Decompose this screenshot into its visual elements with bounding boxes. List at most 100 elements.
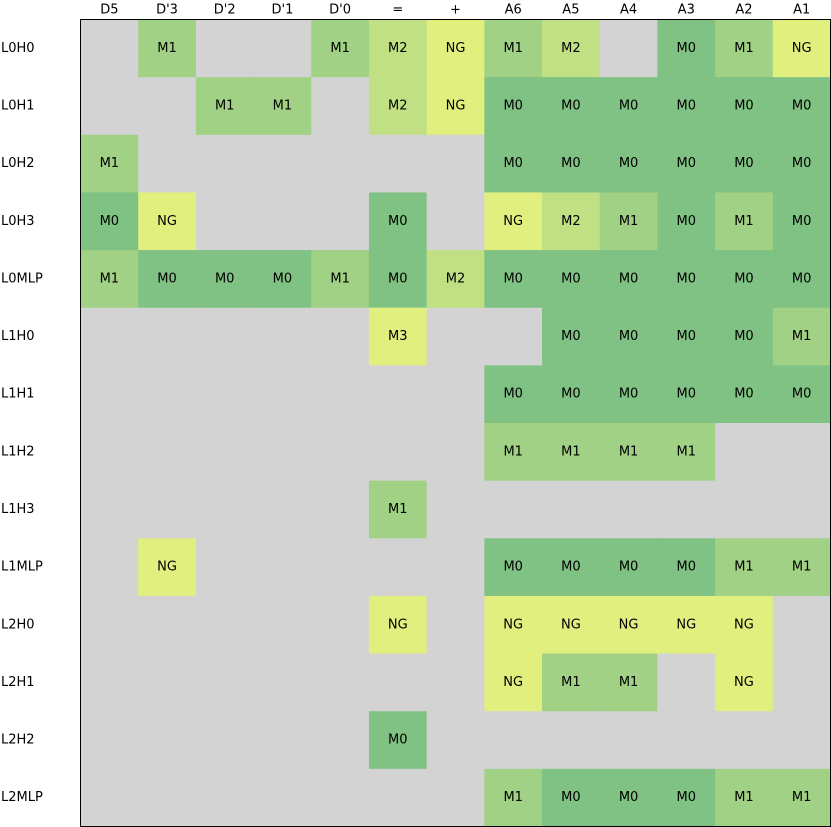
cell-label: M1 (561, 675, 581, 690)
heatmap-cell (138, 711, 197, 770)
cell-label: M1 (157, 41, 177, 56)
heatmap-cell (484, 480, 543, 539)
heatmap-cell (80, 77, 139, 136)
row-label: L0H2 (1, 156, 35, 171)
heatmap-cell (195, 192, 255, 251)
heatmap-cell (657, 538, 716, 597)
heatmap-cell (542, 365, 601, 424)
cell-label: M0 (100, 214, 120, 229)
heatmap-cell (657, 192, 716, 251)
cell-label: NG (734, 675, 754, 690)
heatmap-cell (195, 307, 255, 366)
heatmap-cell (80, 653, 139, 712)
heatmap-cell (657, 19, 716, 78)
cell-label: M0 (503, 560, 523, 575)
row-tick-labels: L0H0 L0H1 L0H2 L0H3 L0MLP L1H0 L1H1 L1H2 L1H3 L1M… (1, 41, 43, 805)
heatmap-cell (195, 134, 255, 194)
heatmap-cell (772, 365, 831, 424)
heatmap-cell (772, 653, 831, 712)
cell-label: M0 (734, 271, 754, 286)
heatmap-cell (253, 653, 312, 712)
cell-label: M0 (734, 329, 754, 344)
heatmap-cell (426, 711, 485, 770)
heatmap-cell (484, 134, 543, 194)
heatmap-cell (253, 480, 312, 539)
heatmap-cell (368, 768, 428, 827)
cell-label: M0 (677, 214, 697, 229)
heatmap-cell (368, 307, 428, 366)
cell-label: M1 (330, 271, 350, 286)
cell-label: M0 (561, 156, 581, 171)
cell-label: M1 (215, 98, 235, 113)
heatmap-cell (772, 192, 831, 251)
heatmap-cell (599, 134, 659, 194)
heatmap-cell (195, 365, 255, 424)
cell-label: M1 (561, 444, 581, 459)
heatmap-cell (715, 365, 774, 424)
heatmap-cell (657, 134, 716, 194)
cell-label: M0 (677, 560, 697, 575)
row-label: L2H0 (1, 617, 35, 632)
cell-label: M0 (157, 271, 177, 286)
heatmap-cell (426, 365, 485, 424)
cell-label: M0 (561, 560, 581, 575)
heatmap-cell (311, 768, 370, 827)
heatmap-cell (484, 307, 543, 366)
cell-label: M1 (677, 444, 697, 459)
cell-label: M0 (619, 98, 639, 113)
heatmap-cell (138, 134, 197, 194)
cell-label: M0 (503, 271, 523, 286)
cell-label: M0 (561, 387, 581, 402)
heatmap-cell (253, 134, 312, 194)
cell-label: NG (446, 98, 466, 113)
column-tick-labels: D5 D'3 D'2 D'1 D'0 = + A6 A5 A4 A3 A2 A1 (100, 3, 810, 18)
column-label: D'1 (271, 3, 293, 18)
heatmap-cell (253, 768, 312, 827)
heatmap-cell (311, 595, 370, 655)
cell-label: M0 (619, 560, 639, 575)
column-label: = (392, 3, 403, 18)
heatmap-cell (542, 768, 601, 827)
heatmap-cell (195, 653, 255, 712)
heatmap-cell (80, 134, 139, 194)
cell-label: M2 (561, 41, 581, 56)
heatmap-cell (484, 192, 543, 251)
heatmap-cell (368, 595, 428, 655)
row-label: L0H3 (1, 214, 35, 229)
heatmap-cell (80, 538, 139, 597)
column-label: D'0 (329, 3, 351, 18)
cell-label: M0 (734, 156, 754, 171)
heatmap-cell (715, 192, 774, 251)
column-label: + (450, 3, 461, 18)
heatmap-cell (80, 365, 139, 424)
cell-label: M0 (792, 387, 812, 402)
cell-label: M0 (619, 790, 639, 805)
heatmap-cell (368, 250, 428, 309)
cell-label: M0 (792, 271, 812, 286)
heatmap-cells: M1 M1 M2 NG M1 M2 M0 M1 NG M1 M1 M2 NG M0 M0 M0 M0 M0 M0 M1… (80, 19, 831, 827)
cell-label: M0 (273, 271, 293, 286)
cell-label: M1 (100, 156, 120, 171)
heatmap-cell (542, 192, 601, 251)
heatmap-cell (195, 595, 255, 655)
heatmap-cell (138, 77, 197, 136)
heatmap-cell (657, 77, 716, 136)
heatmap-cell (368, 77, 428, 136)
cell-label: M0 (677, 41, 697, 56)
cell-label: M1 (734, 214, 754, 229)
heatmap-cell (715, 19, 774, 78)
column-label: A3 (678, 3, 695, 18)
cell-label: M0 (503, 387, 523, 402)
heatmap-cell (195, 423, 255, 482)
heatmap-cell (542, 711, 601, 770)
heatmap-cell (484, 250, 543, 309)
heatmap-cell (715, 711, 774, 770)
heatmap-cell (311, 307, 370, 366)
heatmap-cell (599, 595, 659, 655)
cell-label: M0 (561, 98, 581, 113)
cell-label: M1 (619, 444, 639, 459)
cell-label: M1 (792, 790, 812, 805)
cell-label: M2 (388, 41, 408, 56)
cell-label: M1 (330, 41, 350, 56)
